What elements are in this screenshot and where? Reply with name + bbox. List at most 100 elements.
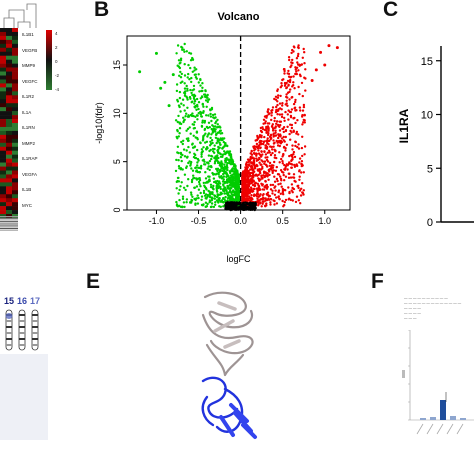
volcano-point-up — [294, 98, 297, 102]
volcano-point-up — [276, 103, 279, 107]
volcano-point-up — [281, 162, 284, 165]
volcano-point-ns — [241, 203, 244, 206]
heatmap-cell — [12, 154, 18, 159]
volcano-point-up — [256, 197, 259, 200]
volcano-point-down — [191, 112, 194, 115]
heatmap-sample-bar — [0, 221, 18, 223]
volcano-point-up — [290, 153, 293, 157]
volcano-point-down — [209, 183, 213, 186]
volcano-point-down — [235, 180, 238, 184]
volcano-point-up — [269, 153, 273, 157]
volcano-point-up — [275, 122, 278, 126]
volcano-point-down — [216, 139, 219, 142]
volcano-point-down — [226, 150, 230, 153]
volcano-point-up — [291, 148, 294, 151]
heatmap-sample-bar — [0, 216, 18, 218]
volcano-point-ns — [232, 201, 235, 204]
volcano-point-down — [186, 106, 189, 110]
volcano-point-down — [185, 198, 189, 201]
volcano-point-down — [213, 194, 216, 198]
volcano-point-down — [197, 159, 200, 162]
volcano-point-down — [177, 104, 181, 107]
volcano-point-up — [298, 178, 301, 181]
volcano-point-up — [291, 191, 294, 194]
volcano-point-up — [284, 175, 288, 178]
volcano-point-down — [208, 190, 211, 193]
volcano-point-down — [220, 132, 224, 135]
volcano-point-up — [263, 135, 266, 139]
heatmap-cell — [6, 166, 12, 171]
volcano-point-down — [200, 153, 203, 156]
volcano-point-up — [289, 162, 293, 166]
volcano-point-down — [183, 50, 186, 53]
volcano-point-down — [208, 192, 212, 195]
heatmap-cell — [12, 28, 18, 33]
volcano-point-up — [290, 75, 293, 79]
volcano-point-down — [200, 198, 203, 201]
heatmap-gene-label: VEGFA — [22, 171, 38, 177]
volcano-point-down — [206, 100, 209, 104]
volcano-point-up — [293, 163, 296, 167]
volcano-point-up — [295, 66, 299, 70]
heatmap-cell — [0, 47, 6, 53]
volcano-point-down — [180, 181, 183, 184]
volcano-point-up — [283, 72, 286, 75]
volcano-point-up — [298, 92, 301, 96]
volcano-point-down — [209, 136, 212, 140]
volcano-point-up — [273, 154, 277, 157]
volcano-point-up — [293, 155, 297, 159]
volcano-point-down — [225, 175, 228, 179]
volcano-point-down — [211, 192, 214, 196]
volcano-point-up — [246, 179, 249, 183]
volcano-point-up — [276, 179, 279, 183]
volcano-point-down — [212, 205, 216, 209]
volcano-point-down — [233, 190, 236, 193]
heatmap-cell — [0, 99, 6, 104]
heatmap-gene-label: IL1A — [22, 109, 32, 115]
volcano-point-up — [277, 195, 280, 199]
heatmap-scale-label: -4 — [55, 87, 60, 92]
volcano-point-down — [218, 168, 222, 172]
volcano-point-up — [284, 198, 288, 202]
heatmap-cell — [12, 158, 18, 163]
volcano-point-up — [268, 173, 271, 177]
volcano-point-up — [274, 129, 277, 132]
volcano-point-down — [181, 153, 184, 157]
volcano-point-up — [267, 129, 270, 132]
heatmap-cell — [6, 83, 12, 88]
volcano-point-up — [274, 189, 277, 192]
volcano-point-down — [176, 137, 179, 140]
volcano-point-up — [292, 153, 295, 156]
volcano-point-up — [283, 69, 286, 73]
volcano-point-down — [222, 168, 226, 171]
volcano-point-up — [271, 124, 274, 128]
volcano-point-up — [255, 154, 258, 157]
volcano-point-down — [220, 167, 224, 170]
heatmap-cell — [6, 51, 12, 57]
volcano-point-down — [193, 105, 196, 109]
volcano-point-up — [260, 205, 263, 208]
volcano-point-down — [178, 66, 182, 70]
volcano-point-up — [245, 193, 248, 196]
volcano-point-up — [303, 62, 306, 65]
volcano-point-up — [297, 143, 300, 146]
volcano-point-up — [280, 170, 284, 174]
volcano-point-up — [247, 184, 250, 188]
volcano-point-down — [229, 153, 233, 156]
volcano-point-down — [186, 139, 190, 142]
dendrogram-branches — [3, 3, 37, 28]
heatmap-cell — [6, 154, 12, 159]
volcano-point-down — [209, 109, 212, 112]
heatmap-cell — [12, 162, 18, 167]
volcano-point-down — [229, 198, 232, 201]
volcano-point-up — [289, 138, 292, 141]
heatmap-cell — [0, 51, 6, 57]
heatmap-gene-label: MYC — [22, 202, 32, 208]
volcano-point-down — [224, 157, 227, 161]
volcano-point-up — [255, 152, 258, 156]
volcano-point-up — [283, 203, 286, 207]
heatmap-gene-label: IL1B1 — [22, 32, 34, 37]
volcano-point-ns — [235, 207, 238, 210]
volcano-point-down — [235, 177, 238, 181]
volcano-point-up — [251, 172, 255, 175]
